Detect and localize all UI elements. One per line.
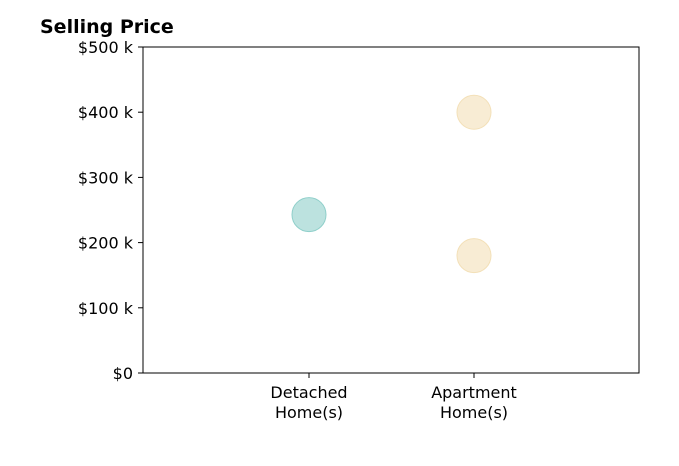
y-axis: $0 $100 k $200 k $300 k $400 k $500 k (78, 38, 143, 383)
x-tick-label-line: Home(s) (275, 403, 343, 422)
x-tick-label-line: Detached (270, 383, 347, 402)
plot-frame (142, 46, 640, 374)
x-tick-label: Detached Home(s) (270, 383, 347, 422)
data-point (291, 197, 327, 233)
y-tick-label: $200 k (78, 234, 134, 253)
x-axis: Detached Home(s)Apartment Home(s) (270, 373, 517, 422)
x-tick-label-line: Apartment (431, 383, 517, 402)
y-tick-label: $0 (113, 364, 133, 383)
data-point (456, 94, 492, 130)
y-tick-label: $300 k (78, 168, 134, 187)
data-marks (291, 94, 492, 274)
chart-title: Selling Price (40, 16, 174, 38)
y-tick-label: $500 k (78, 38, 134, 57)
x-tick-label-line: Home(s) (440, 403, 508, 422)
y-tick-label: $400 k (78, 103, 134, 122)
y-tick-label: $100 k (78, 299, 134, 318)
x-tick-label: Apartment Home(s) (431, 383, 517, 422)
data-point (456, 238, 492, 274)
